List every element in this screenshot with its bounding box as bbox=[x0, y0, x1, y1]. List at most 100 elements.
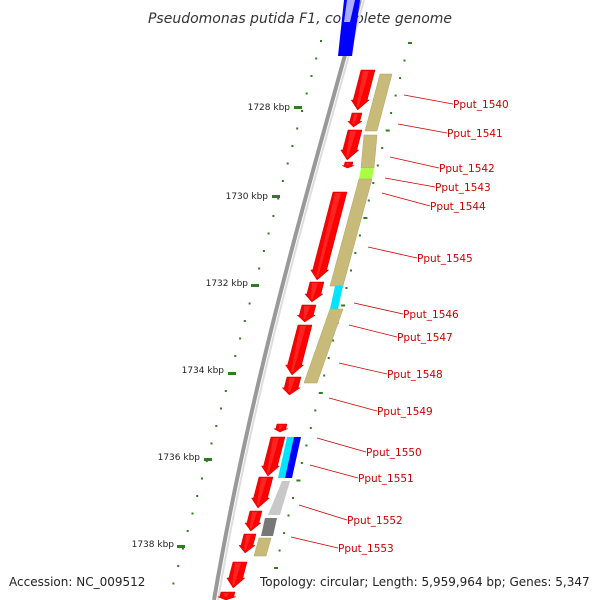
outer-tick-dot bbox=[296, 479, 301, 482]
outer-tick-dot bbox=[367, 199, 370, 202]
cds-arrow-highlight bbox=[316, 193, 341, 277]
outer-tick-dot bbox=[376, 164, 379, 167]
tick-mark-1730 bbox=[272, 195, 280, 198]
gene-label[interactable]: Pput_1546 bbox=[403, 309, 459, 321]
outer-tick-dot bbox=[323, 374, 326, 377]
outer-tick-dot bbox=[354, 252, 357, 254]
cog-cyan-2 bbox=[278, 437, 294, 478]
cds-arrow bbox=[310, 191, 348, 281]
gene-label[interactable]: Pput_1545 bbox=[417, 253, 473, 265]
tick-mark-1728 bbox=[294, 106, 302, 109]
outer-tick-dot bbox=[358, 234, 361, 237]
outer-tick-dot bbox=[292, 497, 294, 499]
cds-arrow bbox=[238, 533, 257, 554]
inner-tick-dot bbox=[272, 215, 275, 217]
gene-label[interactable]: Pput_1552 bbox=[347, 515, 403, 527]
cds-arrow bbox=[226, 561, 248, 589]
cds-arrow bbox=[304, 281, 325, 303]
gene-label[interactable]: Pput_1550 bbox=[366, 447, 422, 459]
cog-blue-2 bbox=[285, 437, 301, 478]
gene-label[interactable]: Pput_1551 bbox=[358, 473, 414, 485]
outer-tick-dot bbox=[372, 182, 375, 184]
gene-leader-line bbox=[397, 123, 448, 134]
inner-tick-dot bbox=[262, 250, 265, 252]
gene-leader-line bbox=[403, 94, 454, 105]
outer-tick-dot bbox=[403, 59, 406, 62]
inner-tick-dot bbox=[291, 145, 294, 147]
gene-label[interactable]: Pput_1549 bbox=[377, 406, 433, 418]
tick-label-1736: 1736 kbp bbox=[158, 453, 201, 463]
gene-leader-line bbox=[309, 464, 359, 479]
inner-tick-dot bbox=[239, 337, 242, 340]
outer-tick-dot bbox=[287, 514, 290, 517]
gene-label[interactable]: Pput_1541 bbox=[447, 128, 503, 140]
cog-khaki-5 bbox=[253, 537, 272, 557]
cog-track bbox=[253, 0, 393, 557]
inner-tick-dot bbox=[243, 320, 246, 322]
outer-tick-dot bbox=[350, 269, 352, 272]
cds-arrow-highlight bbox=[266, 438, 279, 473]
tick-mark-1732 bbox=[251, 284, 259, 287]
outer-tick-dot bbox=[327, 357, 330, 359]
inner-tick-dot bbox=[296, 127, 299, 130]
gene-label[interactable]: Pput_1544 bbox=[430, 201, 486, 213]
cds-arrow-highlight bbox=[256, 478, 267, 505]
gene-leader-line bbox=[298, 504, 348, 521]
gene-leader-line bbox=[389, 156, 440, 169]
inner-tick-dot bbox=[286, 162, 289, 165]
cds-arrow bbox=[261, 436, 286, 477]
inner-tick-dot bbox=[177, 565, 180, 567]
gene-leader-line bbox=[348, 324, 398, 338]
inner-tick-dot bbox=[301, 110, 303, 112]
outer-tick-dot bbox=[274, 567, 279, 569]
tick-mark-1734 bbox=[228, 372, 236, 375]
cds-arrow bbox=[341, 161, 355, 169]
outer-tick-line bbox=[274, 42, 412, 569]
cds-arrow-highlight bbox=[223, 593, 229, 597]
tick-label-1738: 1738 kbp bbox=[132, 540, 175, 550]
outer-tick-dot bbox=[394, 94, 397, 97]
outer-tick-dot bbox=[318, 392, 323, 394]
cds-arrow-highlight bbox=[356, 71, 369, 107]
tick-label-1730: 1730 kbp bbox=[226, 192, 269, 202]
cds-arrow bbox=[273, 423, 288, 433]
gene-label[interactable]: Pput_1547 bbox=[397, 332, 453, 344]
outer-tick-dot bbox=[363, 217, 368, 219]
tick-label-1732: 1732 kbp bbox=[206, 279, 249, 289]
cog-khaki-2 bbox=[360, 134, 378, 169]
cds-arrow bbox=[244, 510, 263, 532]
cog-blue-top bbox=[338, 0, 360, 56]
gene-leader-line bbox=[328, 397, 378, 412]
cds-arrow-highlight bbox=[244, 535, 251, 550]
cds-arrow bbox=[251, 476, 274, 509]
cds-arrow bbox=[340, 129, 363, 161]
inner-tick-dot bbox=[258, 267, 261, 270]
cds-arrow bbox=[285, 324, 313, 376]
gene-label[interactable]: Pput_1542 bbox=[439, 163, 495, 175]
outer-tick-dot bbox=[309, 427, 312, 429]
cds-arrow-highlight bbox=[278, 425, 283, 429]
inner-tick-dot bbox=[281, 180, 284, 182]
cog-gray bbox=[268, 481, 290, 515]
cds-arrow bbox=[350, 69, 376, 111]
inner-tick-dot bbox=[315, 57, 318, 60]
gene-label[interactable]: Pput_1540 bbox=[453, 99, 509, 111]
tick-mark-1738 bbox=[177, 545, 185, 548]
inner-tick-dot bbox=[267, 232, 270, 235]
cds-arrow-highlight bbox=[352, 114, 358, 124]
inner-tick-dot bbox=[310, 75, 313, 77]
genome-backbone bbox=[212, 0, 362, 600]
gene-leader-line bbox=[338, 362, 388, 375]
inner-tick-dot bbox=[210, 442, 213, 445]
gene-label[interactable]: Pput_1543 bbox=[435, 182, 491, 194]
cds-arrow-highlight bbox=[232, 563, 241, 585]
inner-tick-dot bbox=[305, 92, 308, 95]
gene-label[interactable]: Pput_1548 bbox=[387, 369, 443, 381]
outer-tick-dot bbox=[385, 129, 390, 132]
outer-tick-dot bbox=[278, 549, 281, 552]
inner-tick-dot bbox=[182, 547, 184, 550]
gene-label[interactable]: Pput_1553 bbox=[338, 543, 394, 555]
cds-track bbox=[217, 69, 376, 600]
inner-tick-dot bbox=[224, 390, 227, 392]
cds-arrow-highlight bbox=[310, 283, 318, 299]
